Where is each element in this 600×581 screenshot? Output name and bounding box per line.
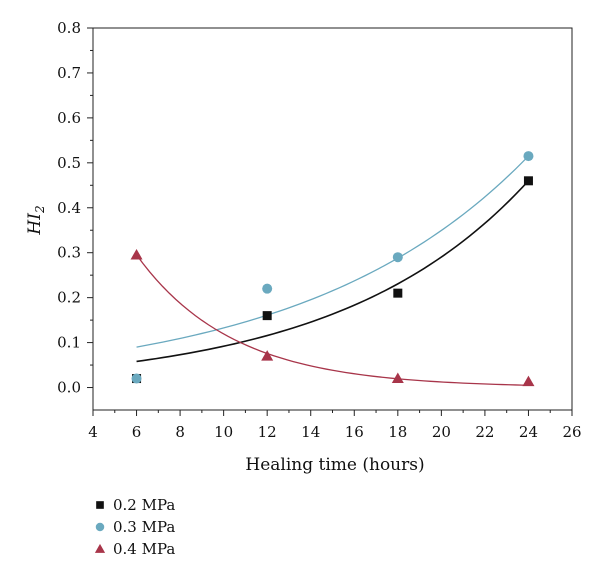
x-tick-label: 16	[345, 423, 364, 441]
x-tick-label: 26	[562, 423, 581, 441]
fit-line-0_4-mpa	[136, 254, 529, 386]
x-tick-label: 4	[88, 423, 98, 441]
x-axis-label: Healing time (hours)	[245, 455, 424, 475]
x-tick-label: 10	[214, 423, 233, 441]
x-tick-label: 6	[132, 423, 142, 441]
y-axis-label-main: HI	[25, 213, 45, 236]
y-axis-label: HI2	[25, 205, 47, 235]
plot-frame	[92, 27, 573, 411]
y-tick-label: 0.0	[57, 379, 81, 397]
data-point-0_3-mpa	[131, 373, 142, 384]
data-point-0_3-mpa	[523, 151, 534, 162]
data-point-0_3-mpa	[392, 252, 403, 263]
y-tick-label: 0.3	[57, 244, 81, 262]
data-point-0_2-mpa	[262, 311, 272, 321]
legend-label-0_4-mpa: 0.4 MPa	[113, 540, 175, 558]
legend-label-0_3-mpa: 0.3 MPa	[113, 518, 175, 536]
data-point-0_2-mpa	[523, 176, 533, 186]
y-tick-label: 0.6	[57, 109, 81, 127]
data-point-0_2-mpa	[393, 288, 403, 298]
axis-labels: Healing time (hours) HI2	[25, 205, 425, 475]
x-tick-label: 24	[519, 423, 538, 441]
y-tick-label: 0.8	[57, 19, 81, 37]
x-tick-label: 14	[301, 423, 320, 441]
y-axis-label-sub: 2	[33, 205, 47, 214]
data-point-0_4-mpa	[391, 372, 404, 384]
data-point-0_4-mpa	[522, 375, 535, 387]
x-tick-label: 20	[432, 423, 451, 441]
legend-marker-0_4-mpa	[94, 543, 106, 553]
data-point-0_3-mpa	[262, 283, 273, 294]
fit-line-0_2-mpa	[136, 180, 530, 363]
legend-label-0_2-mpa: 0.2 MPa	[113, 496, 175, 514]
y-tick-label: 0.7	[57, 64, 81, 82]
y-tick-label: 0.2	[57, 289, 81, 307]
legend-marker-0_2-mpa	[96, 501, 104, 509]
legend-marker-0_3-mpa	[95, 522, 105, 532]
fit-line-0_3-mpa	[136, 155, 529, 348]
axes: 4 6 8 10 12 14 16 18 20 22 24 26 0.0 0.1 0.2 0.3 0.4 0.5 0…	[57, 19, 581, 441]
legend: 0.2 MPa 0.3 MPa 0.4 MPa	[94, 496, 175, 558]
y-tick-label: 0.5	[57, 154, 81, 172]
x-tick-label: 12	[258, 423, 277, 441]
data-point-0_4-mpa	[261, 350, 274, 361]
data-point-0_4-mpa	[130, 248, 143, 260]
x-tick-label: 22	[475, 423, 494, 441]
plot-area	[130, 151, 535, 387]
y-tick-label: 0.4	[57, 199, 81, 217]
x-tick-label: 18	[388, 423, 407, 441]
y-tick-label: 0.1	[57, 334, 81, 352]
x-tick-label: 8	[175, 423, 185, 441]
